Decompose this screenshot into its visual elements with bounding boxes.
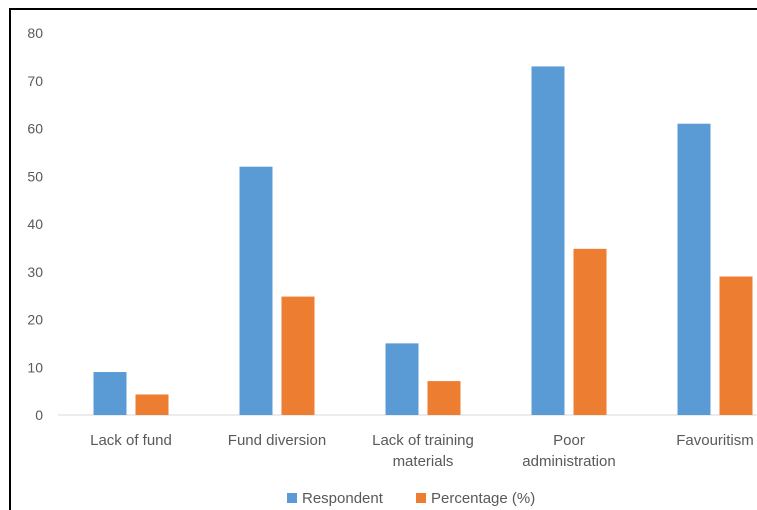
bar-percentage	[281, 296, 315, 415]
legend-swatch	[287, 493, 297, 503]
x-axis: Lack of fund Fund diversion Lack of traini…	[90, 432, 754, 470]
bar-percentage	[427, 381, 461, 415]
x-category-label: Favouritism	[676, 432, 754, 449]
y-tick-label: 20	[27, 312, 43, 328]
x-category-label: Poor	[553, 432, 585, 449]
plot-area	[93, 66, 753, 416]
bar-respondent	[385, 343, 419, 415]
y-tick-label: 40	[27, 216, 43, 232]
legend-swatch	[416, 493, 426, 503]
y-tick-label: 30	[27, 264, 43, 280]
y-tick-label: 10	[27, 359, 43, 375]
bar-respondent	[93, 372, 127, 415]
x-category-label: Lack of training	[372, 432, 474, 449]
frame-top-border	[9, 8, 757, 10]
y-tick-label: 80	[27, 25, 43, 41]
x-category-label: Fund diversion	[228, 432, 326, 449]
legend: Respondent Percentage (%)	[287, 490, 535, 507]
legend-label: Respondent	[302, 490, 384, 507]
bar-percentage	[719, 276, 753, 415]
legend-label: Percentage (%)	[431, 490, 535, 507]
y-tick-label: 0	[35, 407, 43, 423]
bar-respondent	[677, 123, 711, 415]
bar-respondent	[239, 166, 273, 415]
x-category-label: Lack of fund	[90, 432, 172, 449]
x-category-label: administration	[522, 453, 615, 470]
bar-percentage	[573, 248, 607, 415]
frame-left-border	[9, 8, 11, 510]
x-category-label: materials	[393, 453, 454, 470]
y-tick-label: 70	[27, 73, 43, 89]
y-tick-label: 50	[27, 168, 43, 184]
bar-respondent	[531, 66, 565, 416]
bar-percentage	[135, 394, 169, 415]
y-tick-label: 60	[27, 121, 43, 137]
